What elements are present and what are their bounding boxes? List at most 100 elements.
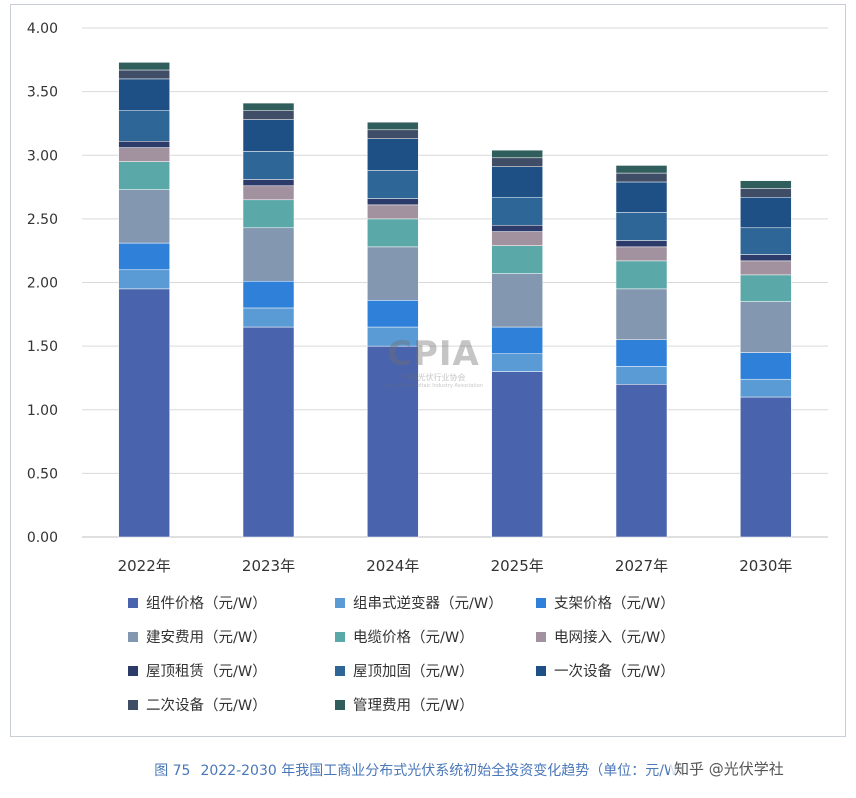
y-tick-label: 4.00: [27, 21, 58, 37]
bar-stack: [118, 62, 170, 538]
bar-segment: [118, 242, 170, 271]
bar-segment: [740, 396, 792, 538]
legend-item: 组件价格（元/W）: [128, 592, 267, 613]
bar-segment: [118, 110, 170, 142]
figure-caption: 图 75 2022-2030 年我国工商业分布式光伏系统初始全投资变化趋势（单位：…: [0, 760, 856, 780]
bar-segment: [118, 141, 170, 148]
bar-segment: [740, 180, 792, 189]
bar-stack: [491, 149, 543, 538]
legend-item: 电缆价格（元/W）: [335, 626, 474, 647]
legend-label: 组串式逆变器（元/W）: [353, 596, 503, 612]
bar-segment: [367, 121, 419, 131]
x-tick-label: 2023年: [242, 557, 295, 575]
bar-segment: [367, 138, 419, 171]
bar-segment: [242, 280, 295, 309]
bars: [118, 62, 792, 538]
figure-title: 2022-2030 年我国工商业分布式光伏系统初始全投资变化趋势（单位：元/W）: [200, 763, 692, 779]
bar-segment: [118, 62, 170, 71]
legend-label: 一次设备（元/W）: [554, 664, 675, 680]
bar-segment: [740, 274, 792, 302]
legend-item: 屋顶加固（元/W）: [335, 660, 474, 681]
legend-swatch: [335, 699, 345, 710]
legend-label: 建安费用（元/W）: [146, 630, 267, 646]
legend-swatch: [536, 665, 546, 676]
legend-swatch: [536, 631, 546, 642]
legend-swatch: [128, 597, 138, 608]
bar-segment: [615, 366, 668, 385]
legend-label: 支架价格（元/W）: [554, 596, 675, 612]
legend-item: 屋顶租赁（元/W）: [128, 660, 267, 681]
watermark-logo: CPIA: [387, 334, 480, 374]
legend-label: 电网接入（元/W）: [554, 630, 675, 646]
bar-segment: [491, 149, 543, 159]
bar-segment: [118, 269, 170, 290]
bar-segment: [615, 240, 668, 248]
bar-segment: [491, 353, 543, 372]
bar-segment: [242, 110, 295, 120]
bar-segment: [615, 339, 668, 367]
bar-segment: [367, 204, 419, 220]
legend-swatch: [335, 597, 345, 608]
bar-stack: [615, 165, 668, 538]
y-tick-label: 0.50: [27, 466, 58, 482]
bar-segment: [615, 165, 668, 174]
bar-stack: [367, 121, 419, 538]
legend-label: 电缆价格（元/W）: [353, 630, 474, 646]
x-tick-label: 2025年: [491, 557, 544, 575]
bar-segment: [740, 188, 792, 198]
legend-label: 屋顶加固（元/W）: [353, 664, 474, 680]
stacked-bar-chart: 0.00 0.50 1.00 1.50 2.00 2.50 3.00 3.50 4.00 202…: [27, 21, 828, 575]
cpia-watermark: CPIA 中国光伏行业协会 China Photovoltaic Industr…: [384, 334, 483, 389]
bar-segment: [615, 260, 668, 290]
bar-segment: [615, 288, 668, 341]
legend-swatch: [536, 597, 546, 608]
bar-segment: [367, 300, 419, 328]
y-tick-label: 1.50: [27, 339, 58, 355]
legend-item: 电网接入（元/W）: [536, 626, 675, 647]
bar-segment: [491, 166, 543, 198]
gridlines: [82, 27, 828, 538]
bar-segment: [242, 199, 295, 229]
bar-segment: [491, 245, 543, 274]
bar-segment: [242, 151, 295, 180]
y-tick-label: 1.00: [27, 403, 58, 419]
x-tick-label: 2027年: [615, 557, 668, 575]
y-tick-label: 2.50: [27, 212, 58, 228]
bar-segment: [491, 231, 543, 246]
legend-label: 管理费用（元/W）: [353, 698, 474, 714]
bar-segment: [615, 181, 668, 213]
bar-segment: [491, 157, 543, 167]
bar-segment: [740, 352, 792, 380]
bar-segment: [367, 170, 419, 199]
bar-segment: [242, 179, 295, 187]
bar-segment: [118, 147, 170, 162]
bar-segment: [740, 378, 792, 398]
legend-swatch: [128, 699, 138, 710]
bar-segment: [118, 161, 170, 190]
bar-segment: [367, 129, 419, 139]
bar-segment: [118, 78, 170, 111]
bar-segment: [740, 301, 792, 353]
bar-segment: [491, 224, 543, 232]
legend-item: 二次设备（元/W）: [128, 694, 267, 715]
bar-segment: [118, 288, 170, 538]
bar-segment: [118, 189, 170, 244]
legend-swatch: [128, 631, 138, 642]
figure-number: 图 75: [154, 763, 191, 779]
legend-swatch: [335, 631, 345, 642]
y-tick-label: 0.00: [27, 530, 58, 546]
legend-swatch: [335, 665, 345, 676]
watermark-org-en: China Photovoltaic Industry Association: [384, 383, 483, 389]
bar-segment: [491, 371, 543, 538]
y-tick-label: 3.50: [27, 85, 58, 101]
y-axis-ticks: 0.00 0.50 1.00 1.50 2.00 2.50 3.00 3.50 4.00: [27, 21, 58, 546]
bar-segment: [367, 198, 419, 206]
x-tick-label: 2030年: [739, 557, 792, 575]
legend-item: 支架价格（元/W）: [536, 592, 675, 613]
y-tick-label: 2.00: [27, 276, 58, 292]
legend-label: 二次设备（元/W）: [146, 698, 267, 714]
bar-segment: [740, 260, 792, 276]
bar-segment: [242, 326, 295, 538]
bar-segment: [491, 196, 543, 226]
x-axis-ticks: 2022年 2023年 2024年 2025年 2027年 2030年: [118, 557, 793, 575]
